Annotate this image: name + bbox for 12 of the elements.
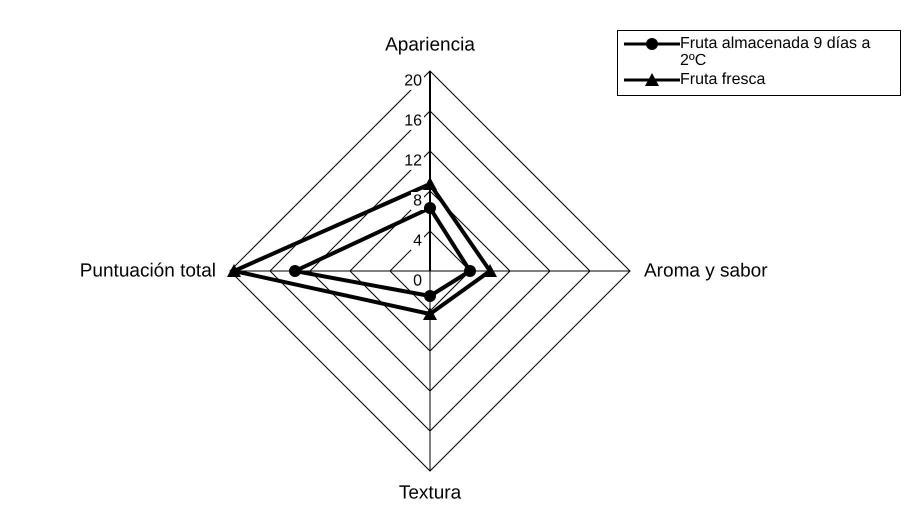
spoke-label: Apariencia — [385, 34, 476, 56]
y-tick-label: 12 — [404, 152, 422, 170]
y-tick-label: 16 — [404, 112, 422, 130]
spoke-label: Puntuación total — [80, 260, 216, 282]
spoke-label: Aroma y sabor — [644, 260, 768, 282]
y-tick-label: 20 — [404, 72, 422, 90]
y-tick-label: 8 — [413, 192, 422, 210]
legend-label: Fruta almacenada 9 días a 2ºC — [680, 35, 872, 69]
legend-label: Fruta fresca — [680, 71, 766, 88]
spoke-label: Textura — [398, 482, 462, 504]
y-tick-label: 0 — [413, 272, 422, 290]
y-tick-label: 4 — [413, 232, 422, 250]
